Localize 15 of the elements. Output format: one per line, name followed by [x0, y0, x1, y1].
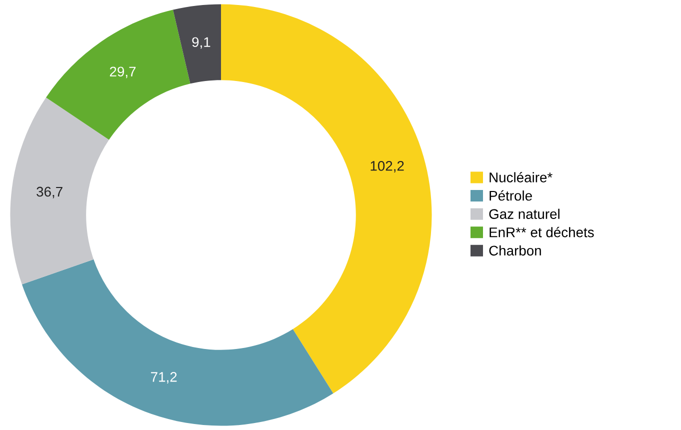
- data-label: 71,2: [151, 372, 177, 384]
- data-label: 102,2: [370, 160, 404, 172]
- donut-slice: [10, 97, 110, 284]
- data-label: 36,7: [36, 186, 62, 198]
- data-label: 29,7: [110, 66, 136, 78]
- legend-label: Nucléaire*: [490, 172, 552, 182]
- legend-label: Charbon: [489, 245, 541, 256]
- donut-slice: [173, 4, 221, 84]
- donut-slice: [221, 4, 432, 394]
- legend-label: EnR** et déchets: [490, 226, 594, 238]
- data-label: 9,1: [192, 37, 210, 49]
- legend-label: Gaz naturel: [489, 208, 560, 219]
- donut-slice: [46, 10, 190, 140]
- donut-slice: [22, 259, 334, 426]
- legend-label: Pétrole: [490, 190, 532, 201]
